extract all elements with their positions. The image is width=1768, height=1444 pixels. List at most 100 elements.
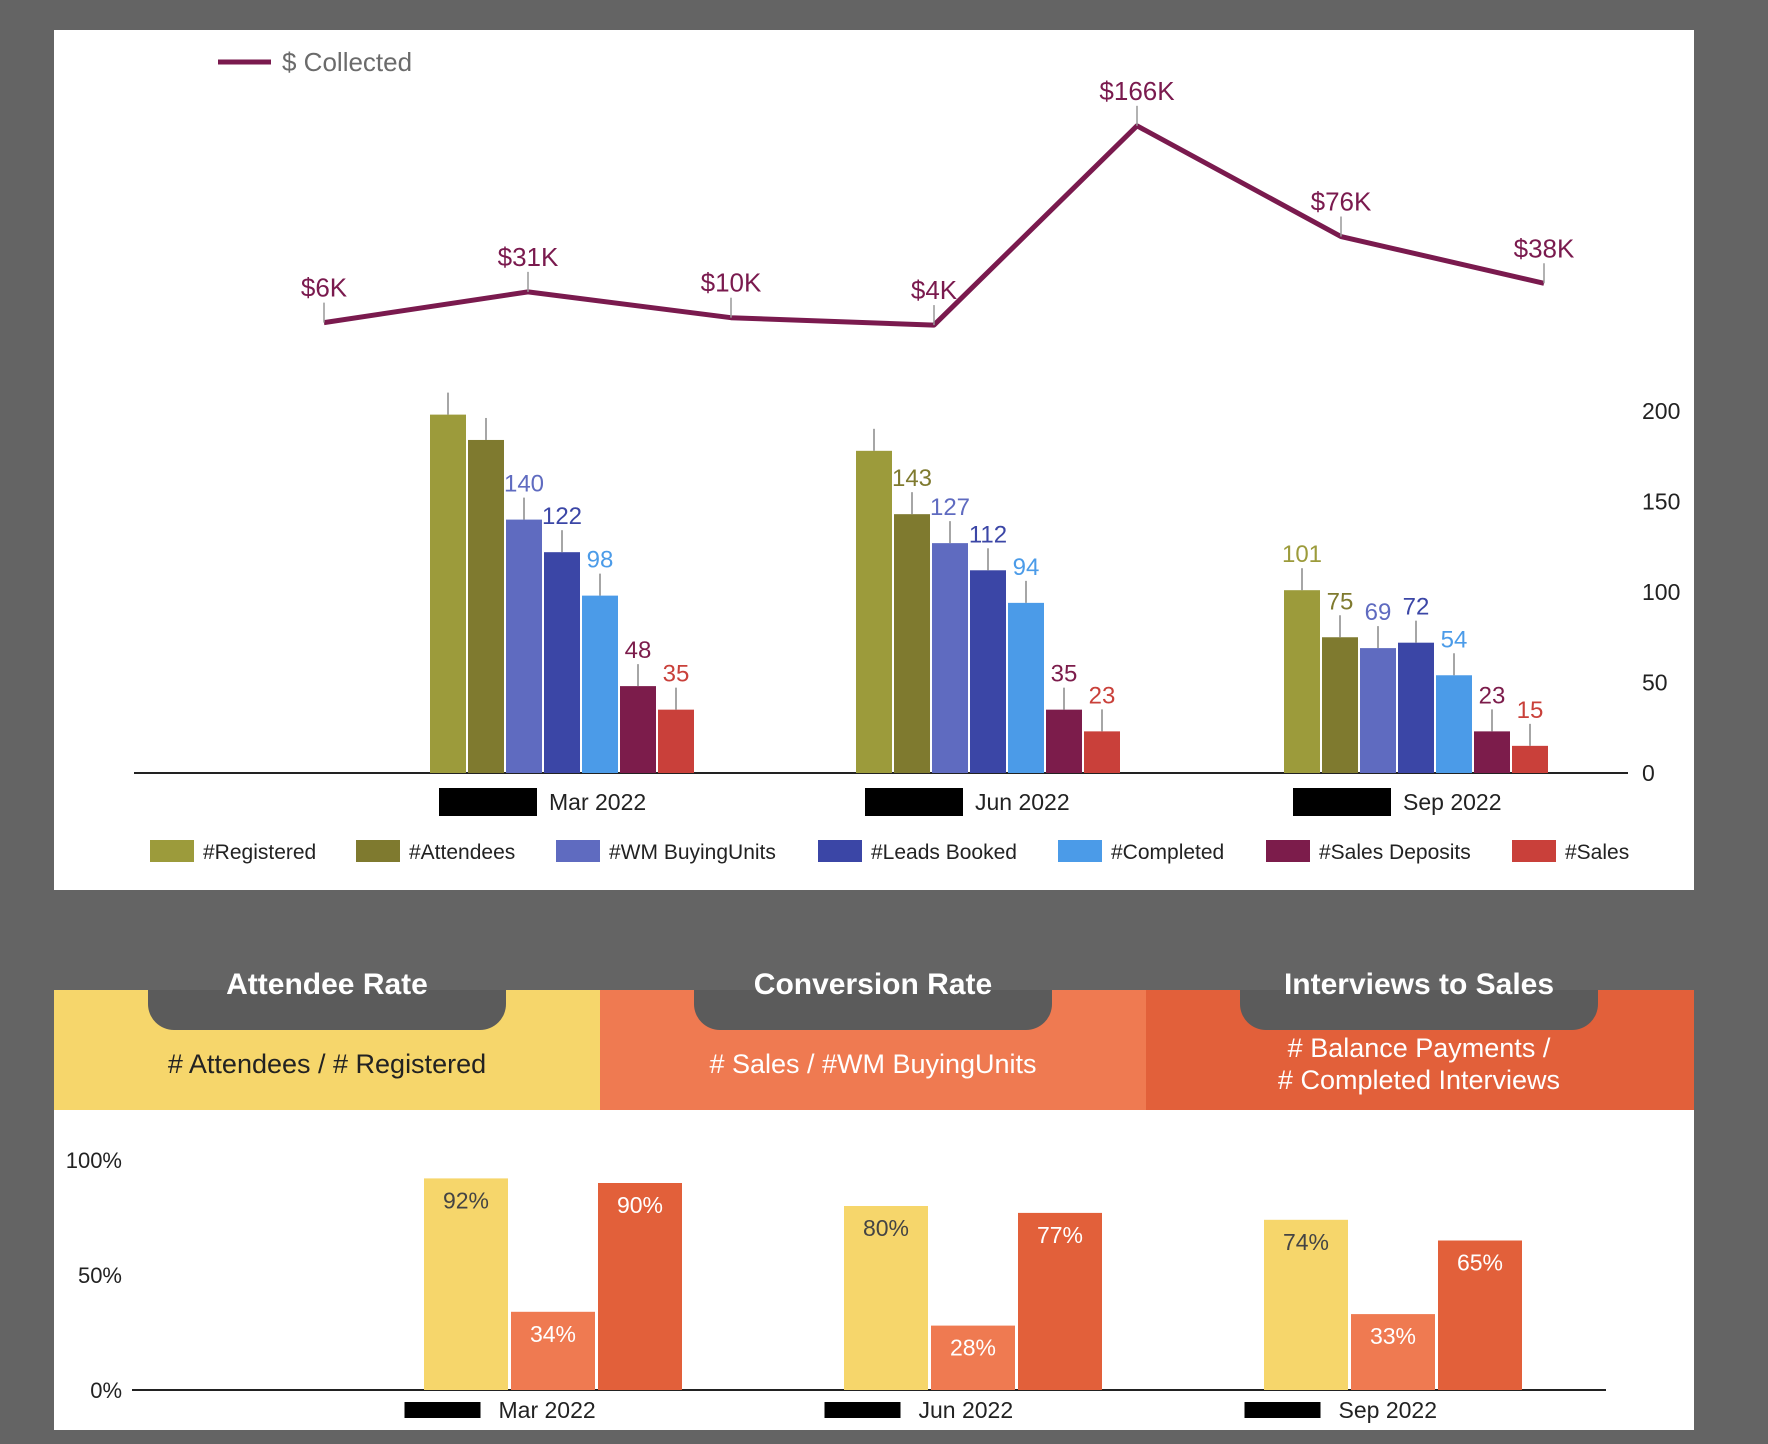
rate-bar [511, 1311, 595, 1390]
kpi-title: Attendee Rate [226, 968, 428, 1001]
rate-bar [1438, 1240, 1522, 1390]
bar [1436, 675, 1472, 773]
bar [430, 414, 466, 773]
y-tick-label: 0% [90, 1378, 122, 1403]
legend-swatch [1512, 840, 1556, 862]
rate-bar [424, 1178, 508, 1390]
kpi-tab [1240, 990, 1598, 1030]
bar-data-label: 75 [1327, 588, 1354, 615]
bar [506, 519, 542, 773]
bar-data-label: 23 [1479, 682, 1506, 709]
redacted-box [404, 1402, 481, 1418]
kpi-interviews-to-sales: Interviews to Sales # Balance Payments /… [1146, 968, 1694, 1110]
line-data-label: $6K [301, 273, 348, 303]
y-tick-label: 200 [1642, 398, 1680, 424]
rate-bar [844, 1206, 928, 1390]
line-data-label: $38K [1514, 233, 1575, 263]
redacted-box [439, 788, 537, 816]
bar-data-label: 15 [1517, 697, 1544, 724]
kpi-tab [694, 990, 1052, 1030]
legend-label: #Completed [1111, 841, 1224, 864]
top-chart-panel: $ Collected $6K $31K $10K $4K $166K $76K $38K 0 5… [54, 30, 1694, 890]
legend-swatch [1266, 840, 1310, 862]
line-data-label: $10K [701, 268, 762, 298]
legend-swatch [150, 840, 194, 862]
redacted-box [824, 1402, 901, 1418]
rate-bar [1351, 1314, 1435, 1390]
kpi-conversion-rate: Conversion Rate # Sales / #WM BuyingUnit… [600, 968, 1146, 1110]
bar [932, 543, 968, 773]
y-tick-label: 0 [1642, 760, 1655, 786]
rates-chart: 0% 50% 100% 92% 80% 74% 34% 28% 33% 90% 77% 65% Mar … [66, 1148, 1606, 1423]
line-legend-label: $ Collected [282, 47, 412, 77]
line-data-label: $31K [498, 242, 559, 272]
bar [1398, 642, 1434, 773]
kpi-subtitle-line: # Balance Payments / [1287, 1033, 1551, 1063]
kpi-subtitle: # Balance Payments / # Completed Intervi… [1146, 1032, 1692, 1096]
bar-data-label: 72 [1403, 594, 1430, 621]
bar [1474, 731, 1510, 773]
bar-data-label: 94 [1013, 554, 1040, 581]
kpi-subtitle: # Attendees / # Registered [167, 1049, 487, 1079]
kpi-subtitle-line: # Completed Interviews [1277, 1065, 1561, 1095]
bar [894, 514, 930, 773]
rate-data-label: 77% [1037, 1222, 1083, 1248]
redacted-box [1293, 788, 1391, 816]
funnel-chart: $ Collected $6K $31K $10K $4K $166K $76K $38K 0 5… [134, 47, 1680, 864]
rate-data-label: 33% [1370, 1323, 1416, 1349]
rates-panel: Attendee Rate # Attendees / # Registered… [54, 968, 1694, 1430]
bar [620, 686, 656, 773]
y-tick-label: 100 [1642, 579, 1680, 605]
bar [1322, 637, 1358, 773]
bar [582, 595, 618, 773]
bar-data-label: 122 [542, 503, 582, 530]
rate-bar [1018, 1212, 1102, 1390]
bar-data-label: 23 [1089, 682, 1116, 709]
bar [1512, 745, 1548, 773]
rate-data-label: 92% [443, 1187, 489, 1213]
legend-label: #Sales [1565, 841, 1629, 864]
bar-data-label: 112 [969, 521, 1007, 548]
x-tick-label: Sep 2022 [1339, 1397, 1437, 1423]
kpi-tab [148, 990, 506, 1030]
legend-label: #WM BuyingUnits [609, 841, 776, 864]
bar-data-label: 69 [1365, 599, 1392, 626]
legend-label: #Leads Booked [871, 841, 1017, 864]
x-tick-label: Mar 2022 [499, 1397, 596, 1423]
bar [970, 570, 1006, 773]
kpi-band: Attendee Rate # Attendees / # Registered… [54, 968, 1694, 1110]
y-tick-label: 100% [66, 1148, 122, 1173]
legend-swatch [818, 840, 862, 862]
legend-swatch [356, 840, 400, 862]
rate-bar [931, 1325, 1015, 1390]
bar [658, 709, 694, 773]
bar-data-label: 54 [1441, 626, 1468, 653]
bar [1008, 602, 1044, 773]
rate-data-label: 28% [950, 1335, 996, 1361]
rate-data-label: 34% [530, 1321, 576, 1347]
bar-data-label: 143 [892, 465, 932, 492]
line-data-label: $4K [911, 275, 958, 305]
bar-data-label: 35 [1051, 661, 1078, 688]
bar-data-label: 127 [930, 494, 970, 521]
bar [1284, 590, 1320, 773]
bar-data-label: 48 [625, 637, 652, 664]
bar [1046, 709, 1082, 773]
x-tick-label: Mar 2022 [549, 789, 646, 815]
kpi-title: Conversion Rate [753, 968, 993, 1001]
y-tick-label: 50 [1642, 670, 1668, 696]
line-data-label: $76K [1311, 187, 1372, 217]
rate-data-label: 65% [1457, 1250, 1503, 1276]
x-tick-label: Sep 2022 [1403, 789, 1501, 815]
legend-swatch [1058, 840, 1102, 862]
y-tick-label: 50% [78, 1263, 122, 1288]
bar [544, 552, 580, 773]
x-tick-label: Jun 2022 [975, 789, 1070, 815]
rate-bar [1264, 1219, 1348, 1390]
kpi-subtitle: # Sales / #WM BuyingUnits [709, 1049, 1037, 1079]
legend-label: #Attendees [409, 841, 515, 864]
kpi-attendee-rate: Attendee Rate # Attendees / # Registered [54, 968, 600, 1110]
kpi-title: Interviews to Sales [1283, 968, 1555, 1001]
bar [468, 439, 504, 773]
legend-swatch [556, 840, 600, 862]
